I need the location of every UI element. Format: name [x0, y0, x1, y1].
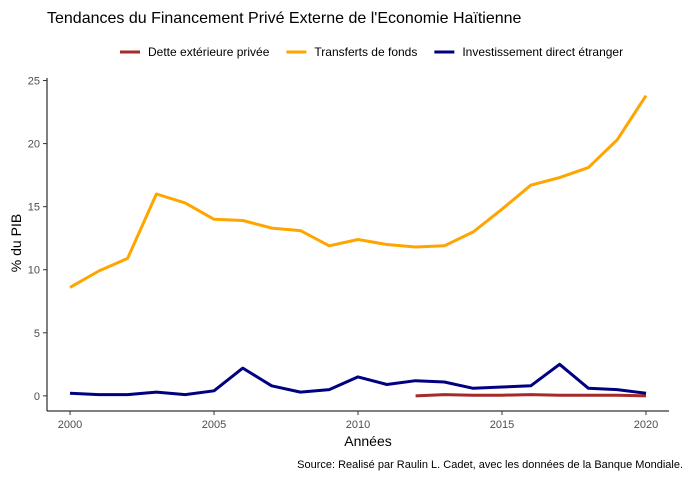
y-tick-label: 20	[28, 139, 40, 151]
x-tick-label: 2010	[346, 419, 370, 431]
series-lines	[69, 94, 648, 398]
y-ticks: 0 5 10 15 20 25	[28, 76, 47, 403]
x-tick-label: 2020	[634, 419, 658, 431]
legend: Dette extérieure privée Transferts de fon…	[120, 45, 623, 59]
chart-title: Tendances du Financement Privé Externe d…	[47, 10, 522, 27]
source-caption: Source: Realisé par Raulin L. Cadet, ave…	[297, 459, 683, 471]
x-tick-label: 2015	[490, 419, 514, 431]
series-line-transferts-de-fonds	[69, 94, 648, 289]
legend-item: Investissement direct étranger	[434, 45, 623, 59]
y-tick-label: 25	[28, 76, 40, 88]
y-tick-label: 0	[34, 391, 40, 403]
legend-label: Dette extérieure privée	[148, 45, 270, 59]
legend-item: Dette extérieure privée	[120, 45, 270, 59]
series-line-investissement-direct-etranger	[69, 362, 647, 397]
x-ticks: 2000 2005 2010 2015 2020	[58, 411, 658, 431]
y-tick-label: 15	[28, 202, 40, 214]
x-tick-label: 2000	[58, 419, 82, 431]
y-tick-label: 10	[28, 265, 40, 277]
axes	[46, 78, 669, 412]
legend-label: Transferts de fonds	[314, 45, 417, 59]
y-axis-title: % du PIB	[8, 214, 24, 272]
legend-item: Transferts de fonds	[286, 45, 417, 59]
y-tick-label: 5	[34, 328, 40, 340]
series-line-dette-exterieure-privee	[415, 393, 647, 398]
x-tick-label: 2005	[202, 419, 226, 431]
legend-label: Investissement direct étranger	[462, 45, 623, 59]
x-axis-title: Années	[344, 433, 391, 449]
